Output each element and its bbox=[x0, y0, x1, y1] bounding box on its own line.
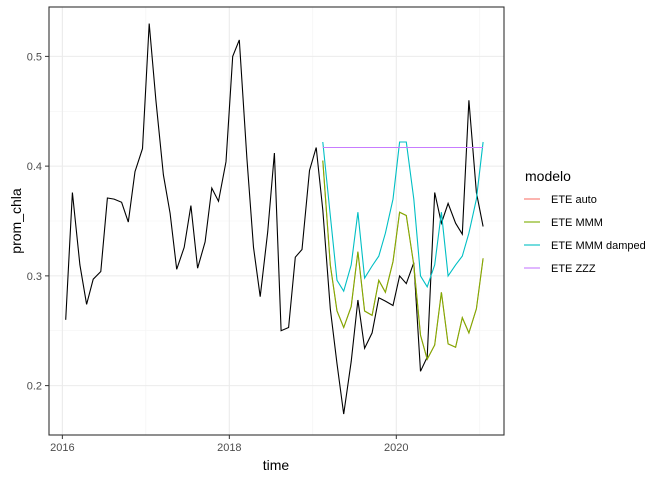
x-axis: 2016 2018 2020 bbox=[50, 435, 409, 454]
y-tick-label: 0.3 bbox=[27, 271, 42, 283]
legend: modelo ETE auto ETE MMM ETE MMM damped ETE … bbox=[522, 168, 646, 278]
x-tick-label: 2016 bbox=[50, 442, 74, 454]
y-tick-label: 0.2 bbox=[27, 381, 42, 393]
y-axis: 0.2 0.3 0.4 0.5 bbox=[27, 51, 49, 393]
major-gridlines bbox=[49, 7, 504, 435]
x-tick-label: 2018 bbox=[217, 442, 241, 454]
legend-title: modelo bbox=[525, 168, 571, 184]
plot-border bbox=[48, 6, 505, 436]
series-line-ete-mmm-damped bbox=[322, 141, 484, 293]
legend-label-ete-auto: ETE auto bbox=[551, 194, 597, 206]
series-layer bbox=[65, 23, 484, 415]
x-tick-label: 2020 bbox=[384, 442, 408, 454]
series-line-ete-mmm bbox=[322, 160, 484, 361]
legend-label-ete-zzz: ETE ZZZ bbox=[551, 263, 596, 275]
legend-label-ete-mmm: ETE MMM bbox=[551, 217, 603, 229]
x-axis-title: time bbox=[263, 457, 290, 473]
legend-label-ete-mmm-damped: ETE MMM damped bbox=[551, 240, 646, 252]
y-tick-label: 0.5 bbox=[27, 51, 42, 63]
y-axis-title: prom_chla bbox=[8, 188, 24, 254]
y-tick-label: 0.4 bbox=[27, 161, 42, 173]
